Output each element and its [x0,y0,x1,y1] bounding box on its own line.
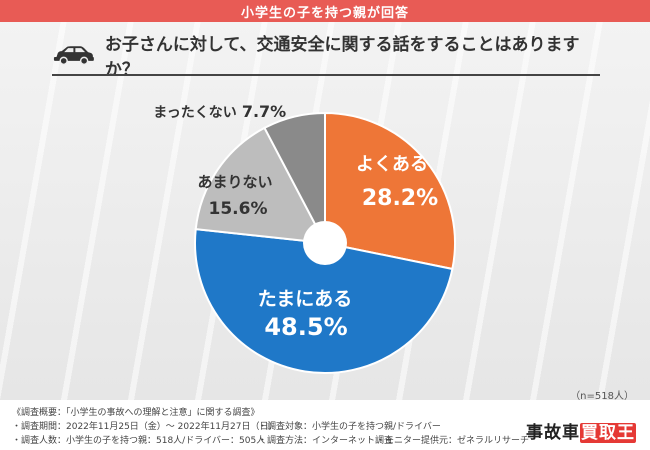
label-often-name: よくある [356,154,428,175]
footer-target: ・調査対象：小学生の子を持つ親/ドライバー [258,422,441,432]
label-never-pct: 7.7% [242,102,286,121]
brand-logo: 事故車買取王 [526,418,636,443]
footer-count: ・調査人数：小学生の子を持つ親：518人/ドライバー：505人 [12,436,266,446]
slice-never [263,111,326,244]
footer [0,400,650,450]
sample-size: （n=518人） [570,391,634,402]
label-often-pct: 28.2% [362,186,438,211]
footer-overview: 《調査概要：「小学生の事故への理解と注意」に関する調査》 [12,408,260,418]
pie-slices [194,111,456,374]
slice-often [324,111,456,271]
label-sometimes-pct: 48.5% [264,313,347,341]
footer-provider: ・モニター提供元：ゼネラルリサーチ [376,436,530,446]
logo-main: 事故車 [526,423,580,443]
question-underline [52,74,600,76]
slice-sometimes [194,228,454,374]
footer-method: ・調査方法：インターネット調査 [258,436,394,446]
car-icon [53,46,94,66]
label-rarely-name: あまりない [197,173,272,191]
footer-period: ・調査期間：2022年11月25日（金）～ 2022年11月27日（日） [12,422,278,432]
logo-highlight: 買取王 [580,423,636,443]
slice-rarely [194,126,327,245]
label-rarely-pct: 15.6% [209,199,268,219]
top-banner: 小学生の子を持つ親が回答 [0,0,650,22]
pie-center-hole [303,221,347,265]
label-never-name: まったくない [153,105,236,121]
banner-title: 小学生の子を持つ親が回答 [240,5,409,21]
label-sometimes-name: たまにある [258,288,352,310]
